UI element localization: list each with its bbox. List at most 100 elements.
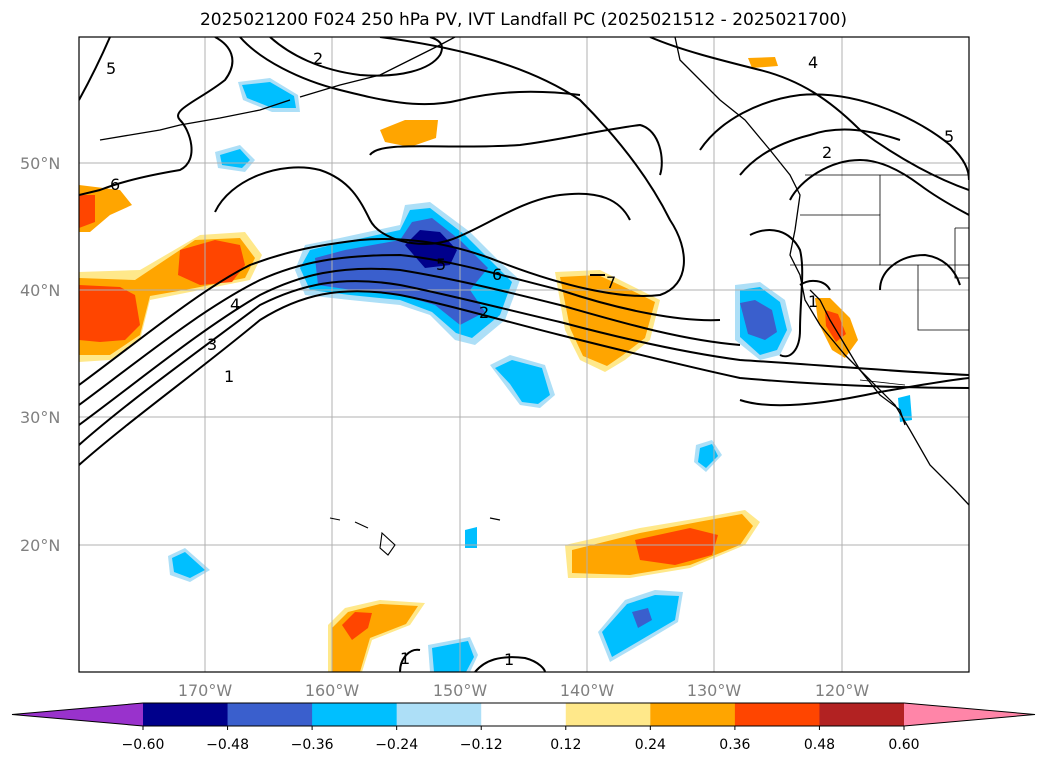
colorbar-swatch bbox=[819, 703, 905, 726]
contour-label: 1 bbox=[504, 650, 514, 669]
map-gridlines bbox=[79, 37, 969, 672]
aleutian-islands bbox=[99, 99, 291, 141]
colorbar-swatches bbox=[11, 702, 1036, 727]
hawaii-islands bbox=[329, 517, 396, 556]
state-border bbox=[917, 265, 969, 331]
colorbar-swatch bbox=[312, 703, 398, 726]
contour-label: 7 bbox=[606, 273, 616, 292]
anomaly-region bbox=[380, 120, 438, 147]
pv-contours bbox=[79, 37, 969, 672]
contour-line bbox=[879, 253, 961, 291]
colorbar-tick-label: 0.36 bbox=[719, 737, 750, 753]
colorbar-swatch bbox=[143, 703, 229, 726]
anomaly-region bbox=[405, 230, 457, 268]
lat-label: 20°N bbox=[20, 536, 60, 555]
contour-line bbox=[79, 267, 741, 426]
colorbar-swatch bbox=[227, 703, 313, 726]
longitude-labels: 170°W 160°W 150°W 140°W 130°W 120°W bbox=[178, 681, 870, 700]
colorbar-tick-label: 0.12 bbox=[550, 737, 581, 753]
contour-label: 4 bbox=[808, 53, 818, 72]
state-border bbox=[954, 227, 969, 279]
anomaly-region bbox=[465, 527, 477, 548]
anomaly-region bbox=[825, 310, 846, 342]
contour-line bbox=[399, 648, 421, 672]
colorbar-ticks: −0.60 −0.48 −0.36 −0.24 −0.12 0.12 0.24 0.36 0.4… bbox=[122, 726, 920, 753]
map-title: 2025021200 F024 250 hPa PV, IVT Landfall… bbox=[199, 10, 847, 30]
lat-label: 40°N bbox=[20, 281, 60, 300]
lon-label: 130°W bbox=[687, 681, 742, 700]
contour-label: 2 bbox=[822, 143, 832, 162]
contour-line bbox=[369, 123, 663, 176]
contour-line bbox=[699, 93, 969, 181]
lon-label: 160°W bbox=[305, 681, 360, 700]
contour-line bbox=[79, 37, 234, 196]
lon-label: 170°W bbox=[178, 681, 233, 700]
contour-label: 3 bbox=[207, 335, 217, 354]
coastlines bbox=[99, 37, 969, 556]
contour-line bbox=[749, 229, 804, 358]
colorbar-swatch bbox=[481, 703, 567, 726]
lon-label: 150°W bbox=[433, 681, 488, 700]
state-border bbox=[800, 214, 969, 266]
contour-label: 2 bbox=[479, 303, 489, 322]
colorbar-swatch bbox=[565, 703, 651, 726]
anomaly-region bbox=[698, 444, 718, 468]
colorbar-swatch bbox=[734, 703, 820, 726]
contour-line bbox=[79, 37, 685, 386]
contour-line bbox=[739, 377, 969, 407]
state-border bbox=[859, 379, 906, 386]
contour-line bbox=[269, 37, 443, 77]
contour-label: 2 bbox=[313, 49, 323, 68]
contour-label: 6 bbox=[110, 175, 120, 194]
lon-label: 140°W bbox=[560, 681, 615, 700]
colorbar-swatch bbox=[396, 703, 482, 726]
colorbar-tick-label: −0.60 bbox=[122, 737, 165, 753]
lat-label: 30°N bbox=[20, 408, 60, 427]
colorbar-extend-high bbox=[904, 703, 1035, 726]
anomaly-region bbox=[172, 552, 205, 578]
contour-label: 5 bbox=[436, 255, 446, 274]
contour-line bbox=[739, 128, 901, 176]
contour-line bbox=[649, 37, 969, 191]
contour-line bbox=[214, 166, 631, 245]
colorbar-tick-label: −0.24 bbox=[375, 737, 418, 753]
contour-line bbox=[474, 656, 546, 672]
contour-line bbox=[79, 280, 969, 446]
colorbar-tick-label: 0.60 bbox=[888, 737, 919, 753]
colorbar-tick-label: 0.48 bbox=[804, 737, 835, 753]
baja-california bbox=[809, 289, 906, 426]
contour-label: 4 bbox=[230, 295, 240, 314]
colorbar-tick-label: 0.24 bbox=[635, 737, 666, 753]
contour-line bbox=[79, 290, 969, 466]
contour-line bbox=[79, 37, 111, 101]
contour-label: 5 bbox=[106, 59, 116, 78]
contour-label: 1 bbox=[808, 292, 818, 311]
anomaly-region bbox=[178, 240, 245, 285]
map-frame bbox=[78, 36, 970, 673]
contour-label: 5 bbox=[944, 127, 954, 146]
colorbar-tick-label: −0.36 bbox=[291, 737, 334, 753]
colorbar: −0.60 −0.48 −0.36 −0.24 −0.12 0.12 0.24 0.36 0.4… bbox=[11, 702, 1036, 753]
alaska-peninsula bbox=[299, 37, 456, 98]
anomaly-region bbox=[632, 608, 652, 628]
latitude-labels: 50°N 40°N 30°N 20°N bbox=[20, 154, 60, 555]
anomaly-region bbox=[495, 360, 550, 404]
contour-label: 6 bbox=[492, 265, 502, 284]
map-area: 5 2 6 4 3 1 5 6 2 7 4 2 5 1 1 1 bbox=[79, 37, 969, 672]
lon-label: 120°W bbox=[815, 681, 870, 700]
lat-label: 50°N bbox=[20, 154, 60, 173]
contour-line bbox=[799, 279, 831, 291]
anomaly-region bbox=[748, 57, 778, 68]
colorbar-tick-label: −0.12 bbox=[460, 737, 503, 753]
contour-labels: 5 2 6 4 3 1 5 6 2 7 4 2 5 1 1 1 bbox=[106, 49, 954, 669]
contour-label: 1 bbox=[224, 367, 234, 386]
colorbar-swatch bbox=[650, 703, 736, 726]
colorbar-extend-low bbox=[12, 703, 143, 726]
contour-line bbox=[789, 158, 969, 216]
contour-label: 1 bbox=[400, 649, 410, 668]
anomaly-region bbox=[635, 528, 718, 565]
islet bbox=[489, 517, 501, 521]
anomaly-region bbox=[740, 300, 777, 340]
anomaly-region bbox=[342, 612, 372, 640]
